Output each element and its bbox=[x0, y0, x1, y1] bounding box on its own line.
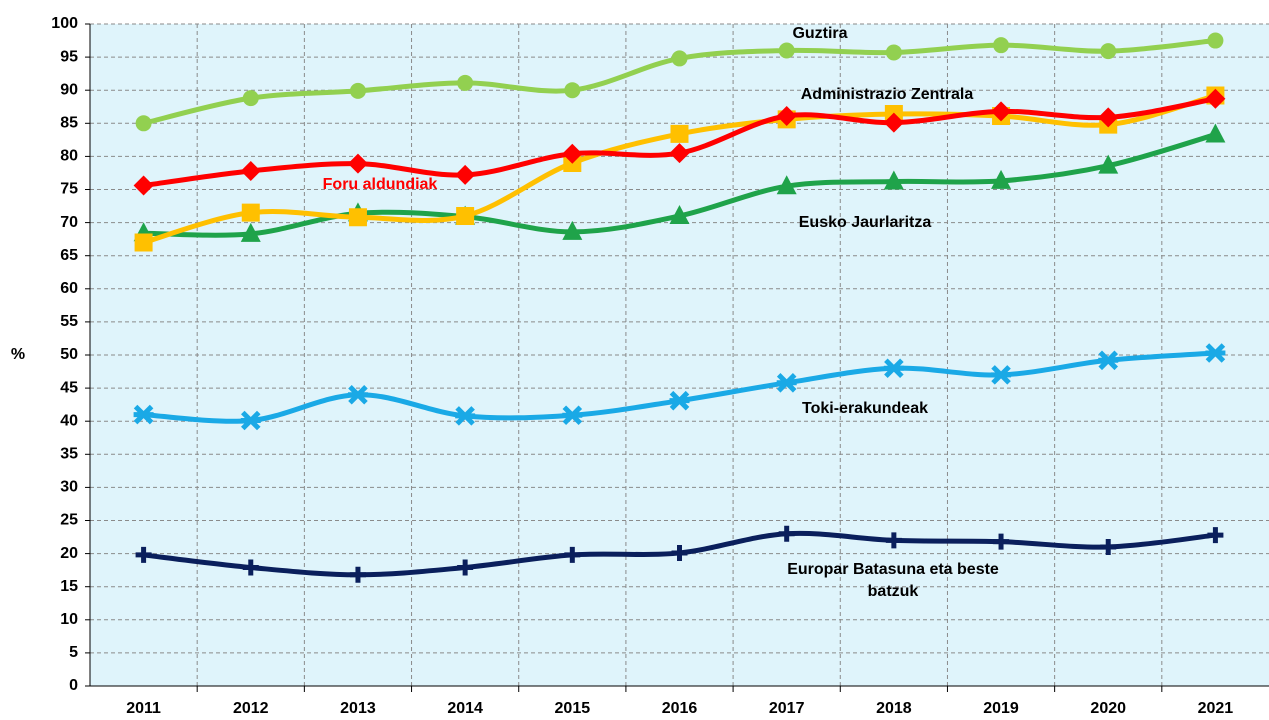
series-marker bbox=[991, 169, 1012, 189]
series-label: Europar Batasuna eta beste batzuk bbox=[787, 561, 999, 600]
x-tick-label: 2016 bbox=[662, 700, 698, 717]
x-tick-label: 2017 bbox=[769, 700, 805, 717]
series-marker bbox=[457, 559, 474, 576]
series-label: Administrazio Zentrala bbox=[800, 86, 974, 103]
y-tick-label: 60 bbox=[60, 280, 78, 297]
y-tick-label: 5 bbox=[69, 644, 78, 661]
x-tick-label: 2021 bbox=[1198, 700, 1234, 717]
series-marker bbox=[564, 82, 581, 99]
series-marker bbox=[133, 404, 154, 425]
y-tick-label: 95 bbox=[60, 48, 78, 65]
y-tick-label: 65 bbox=[60, 247, 78, 264]
series-marker bbox=[135, 546, 152, 563]
series-marker bbox=[135, 115, 152, 132]
series-marker bbox=[347, 153, 368, 174]
y-tick-label: 35 bbox=[60, 446, 78, 463]
series-marker bbox=[240, 222, 261, 242]
series-label: Guztira bbox=[792, 25, 848, 42]
series-marker bbox=[1205, 123, 1226, 143]
x-tick-label: 2012 bbox=[233, 700, 269, 717]
series-marker bbox=[669, 204, 690, 224]
series-marker bbox=[455, 164, 476, 185]
series-label: Toki-erakundeak bbox=[802, 400, 928, 417]
y-tick-label: 80 bbox=[60, 148, 78, 165]
x-tick-label: 2013 bbox=[340, 700, 376, 717]
y-tick-label: 85 bbox=[60, 115, 78, 132]
series-marker bbox=[669, 390, 690, 411]
series-marker bbox=[562, 220, 583, 240]
series-marker bbox=[348, 208, 367, 227]
series-marker bbox=[456, 206, 475, 225]
y-tick-label: 10 bbox=[60, 611, 78, 628]
series-marker bbox=[1207, 527, 1224, 544]
series-marker bbox=[993, 37, 1010, 54]
series-marker bbox=[1100, 538, 1117, 555]
y-tick-label: 15 bbox=[60, 578, 78, 595]
series-marker bbox=[670, 124, 689, 143]
series-marker bbox=[349, 82, 366, 99]
series-marker bbox=[241, 203, 260, 222]
series-marker bbox=[883, 358, 904, 379]
series-marker bbox=[1100, 43, 1117, 60]
y-tick-label: 40 bbox=[60, 412, 78, 429]
series-marker bbox=[1098, 154, 1119, 174]
series-marker bbox=[885, 44, 902, 61]
series-marker bbox=[885, 532, 902, 549]
y-tick-label: 90 bbox=[60, 81, 78, 98]
x-tick-label: 2020 bbox=[1090, 700, 1126, 717]
x-tick-label: 2014 bbox=[447, 700, 483, 717]
series-marker bbox=[134, 233, 153, 252]
series-marker bbox=[562, 143, 583, 164]
series-marker bbox=[991, 365, 1012, 385]
series-marker bbox=[671, 50, 688, 67]
series-marker bbox=[349, 566, 366, 583]
series-marker bbox=[240, 410, 261, 431]
series-marker bbox=[240, 160, 261, 181]
series-marker bbox=[776, 373, 797, 393]
y-axis-label: % bbox=[11, 346, 25, 363]
series-marker bbox=[778, 42, 795, 59]
series-marker bbox=[991, 101, 1012, 122]
series-marker bbox=[242, 90, 259, 107]
series-marker bbox=[1098, 350, 1119, 371]
y-tick-label: 45 bbox=[60, 379, 78, 396]
series-marker bbox=[671, 544, 688, 561]
series-marker bbox=[993, 533, 1010, 550]
series-marker bbox=[776, 175, 797, 195]
series-marker bbox=[457, 74, 474, 91]
series-marker bbox=[776, 106, 797, 127]
y-tick-label: 25 bbox=[60, 512, 78, 529]
y-tick-label: 30 bbox=[60, 479, 78, 496]
series-marker bbox=[1205, 343, 1226, 363]
x-tick-label: 2011 bbox=[126, 700, 161, 717]
x-tick-label: 2015 bbox=[555, 700, 591, 717]
y-tick-label: 75 bbox=[60, 181, 78, 198]
series-marker bbox=[562, 405, 583, 426]
y-tick-label: 20 bbox=[60, 545, 78, 562]
y-tick-label: 50 bbox=[60, 346, 78, 363]
series-marker bbox=[1205, 88, 1226, 109]
y-tick-label: 70 bbox=[60, 214, 78, 231]
y-tick-label: 100 bbox=[51, 15, 78, 32]
series-marker bbox=[1098, 107, 1119, 128]
series-label: Foru aldundiak bbox=[322, 176, 438, 193]
series-marker bbox=[133, 175, 154, 196]
y-tick-label: 0 bbox=[69, 677, 78, 694]
series-marker bbox=[778, 525, 795, 542]
series-marker bbox=[1207, 32, 1224, 49]
series-marker bbox=[564, 546, 581, 563]
x-tick-label: 2019 bbox=[983, 700, 1019, 717]
series-marker bbox=[242, 559, 259, 576]
series-marker bbox=[883, 112, 904, 133]
series-marker bbox=[455, 406, 476, 426]
series-label: Eusko Jaurlaritza bbox=[798, 214, 932, 231]
series-marker bbox=[669, 143, 690, 164]
series-marker bbox=[347, 384, 368, 405]
x-tick-label: 2018 bbox=[876, 700, 912, 717]
y-tick-label: 55 bbox=[60, 313, 78, 330]
series-marker bbox=[883, 170, 904, 190]
